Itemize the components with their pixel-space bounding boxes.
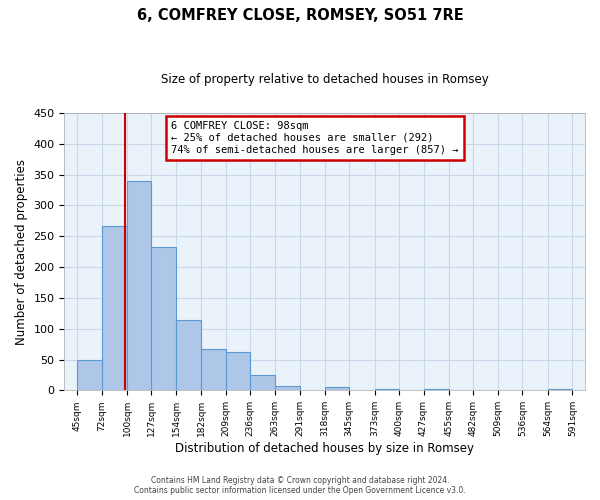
Text: Contains HM Land Registry data © Crown copyright and database right 2024.
Contai: Contains HM Land Registry data © Crown c… — [134, 476, 466, 495]
Y-axis label: Number of detached properties: Number of detached properties — [15, 158, 28, 344]
Bar — [548, 389, 572, 390]
Bar — [424, 389, 449, 390]
Text: 6, COMFREY CLOSE, ROMSEY, SO51 7RE: 6, COMFREY CLOSE, ROMSEY, SO51 7RE — [137, 8, 463, 22]
Text: 6 COMFREY CLOSE: 98sqm
← 25% of detached houses are smaller (292)
74% of semi-de: 6 COMFREY CLOSE: 98sqm ← 25% of detached… — [171, 122, 458, 154]
Bar — [275, 386, 300, 390]
Bar — [151, 248, 176, 390]
Bar — [226, 352, 250, 391]
Title: Size of property relative to detached houses in Romsey: Size of property relative to detached ho… — [161, 72, 488, 86]
Bar — [325, 388, 349, 390]
Bar — [202, 349, 226, 391]
Bar — [374, 389, 399, 390]
Bar — [77, 360, 101, 390]
Bar — [127, 181, 151, 390]
Bar — [101, 226, 127, 390]
Bar — [176, 320, 202, 390]
Bar — [250, 375, 275, 390]
X-axis label: Distribution of detached houses by size in Romsey: Distribution of detached houses by size … — [175, 442, 474, 455]
